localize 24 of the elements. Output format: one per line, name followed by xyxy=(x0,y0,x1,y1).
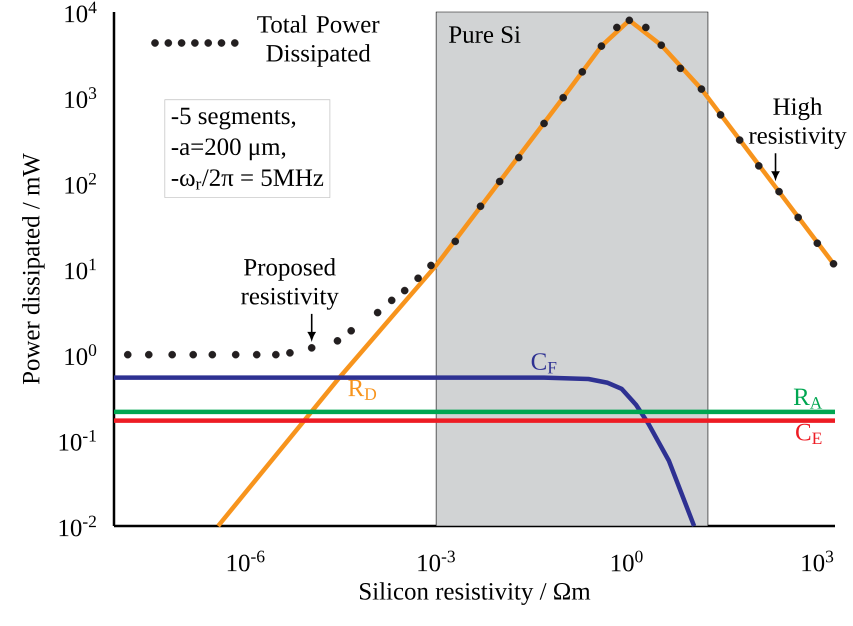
y-tick-label: 10$^{1}$ xyxy=(65,258,96,280)
y-tick-label: 10$^{-1}$ xyxy=(60,430,96,451)
legend-label: Total Power Dissipated xyxy=(257,15,380,67)
series-label: R$_{D}$ xyxy=(348,380,376,400)
x-axis-title: Silicon resistivity / Ωm xyxy=(360,582,590,605)
annotation: Proposed resistivity xyxy=(241,258,339,310)
annotation: -5 segments, xyxy=(172,108,296,130)
annotation: High resistivity xyxy=(748,98,847,150)
y-tick-label: 10$^{4}$ xyxy=(65,2,97,22)
x-tick-label: 10$^{0}$ xyxy=(612,550,643,572)
y-tick-label: 10$^{-2}$ xyxy=(60,516,96,536)
y-tick-label: 10$^{2}$ xyxy=(65,172,96,194)
y-tick-label: 10$^{3}$ xyxy=(65,87,96,108)
band-label: Pure Si xyxy=(449,26,520,43)
y-axis-title: Power dissipated / mW xyxy=(22,153,45,384)
x-tick-label: 10$^{-6}$ xyxy=(228,550,264,572)
series-label: C$_{F}$ xyxy=(532,353,556,374)
x-tick-label: 10$^{-3}$ xyxy=(418,550,455,572)
series-label: C$_{E}$ xyxy=(796,424,822,444)
y-tick-label: 10$^{0}$ xyxy=(65,344,96,366)
x-tick-label: 10$^{3}$ xyxy=(802,550,834,572)
annotation: -a=200 μm, xyxy=(172,138,286,160)
annotation: -ω$_{r}$/2π = 5MHz xyxy=(172,169,324,190)
series-label: R$_{A}$ xyxy=(794,388,822,409)
